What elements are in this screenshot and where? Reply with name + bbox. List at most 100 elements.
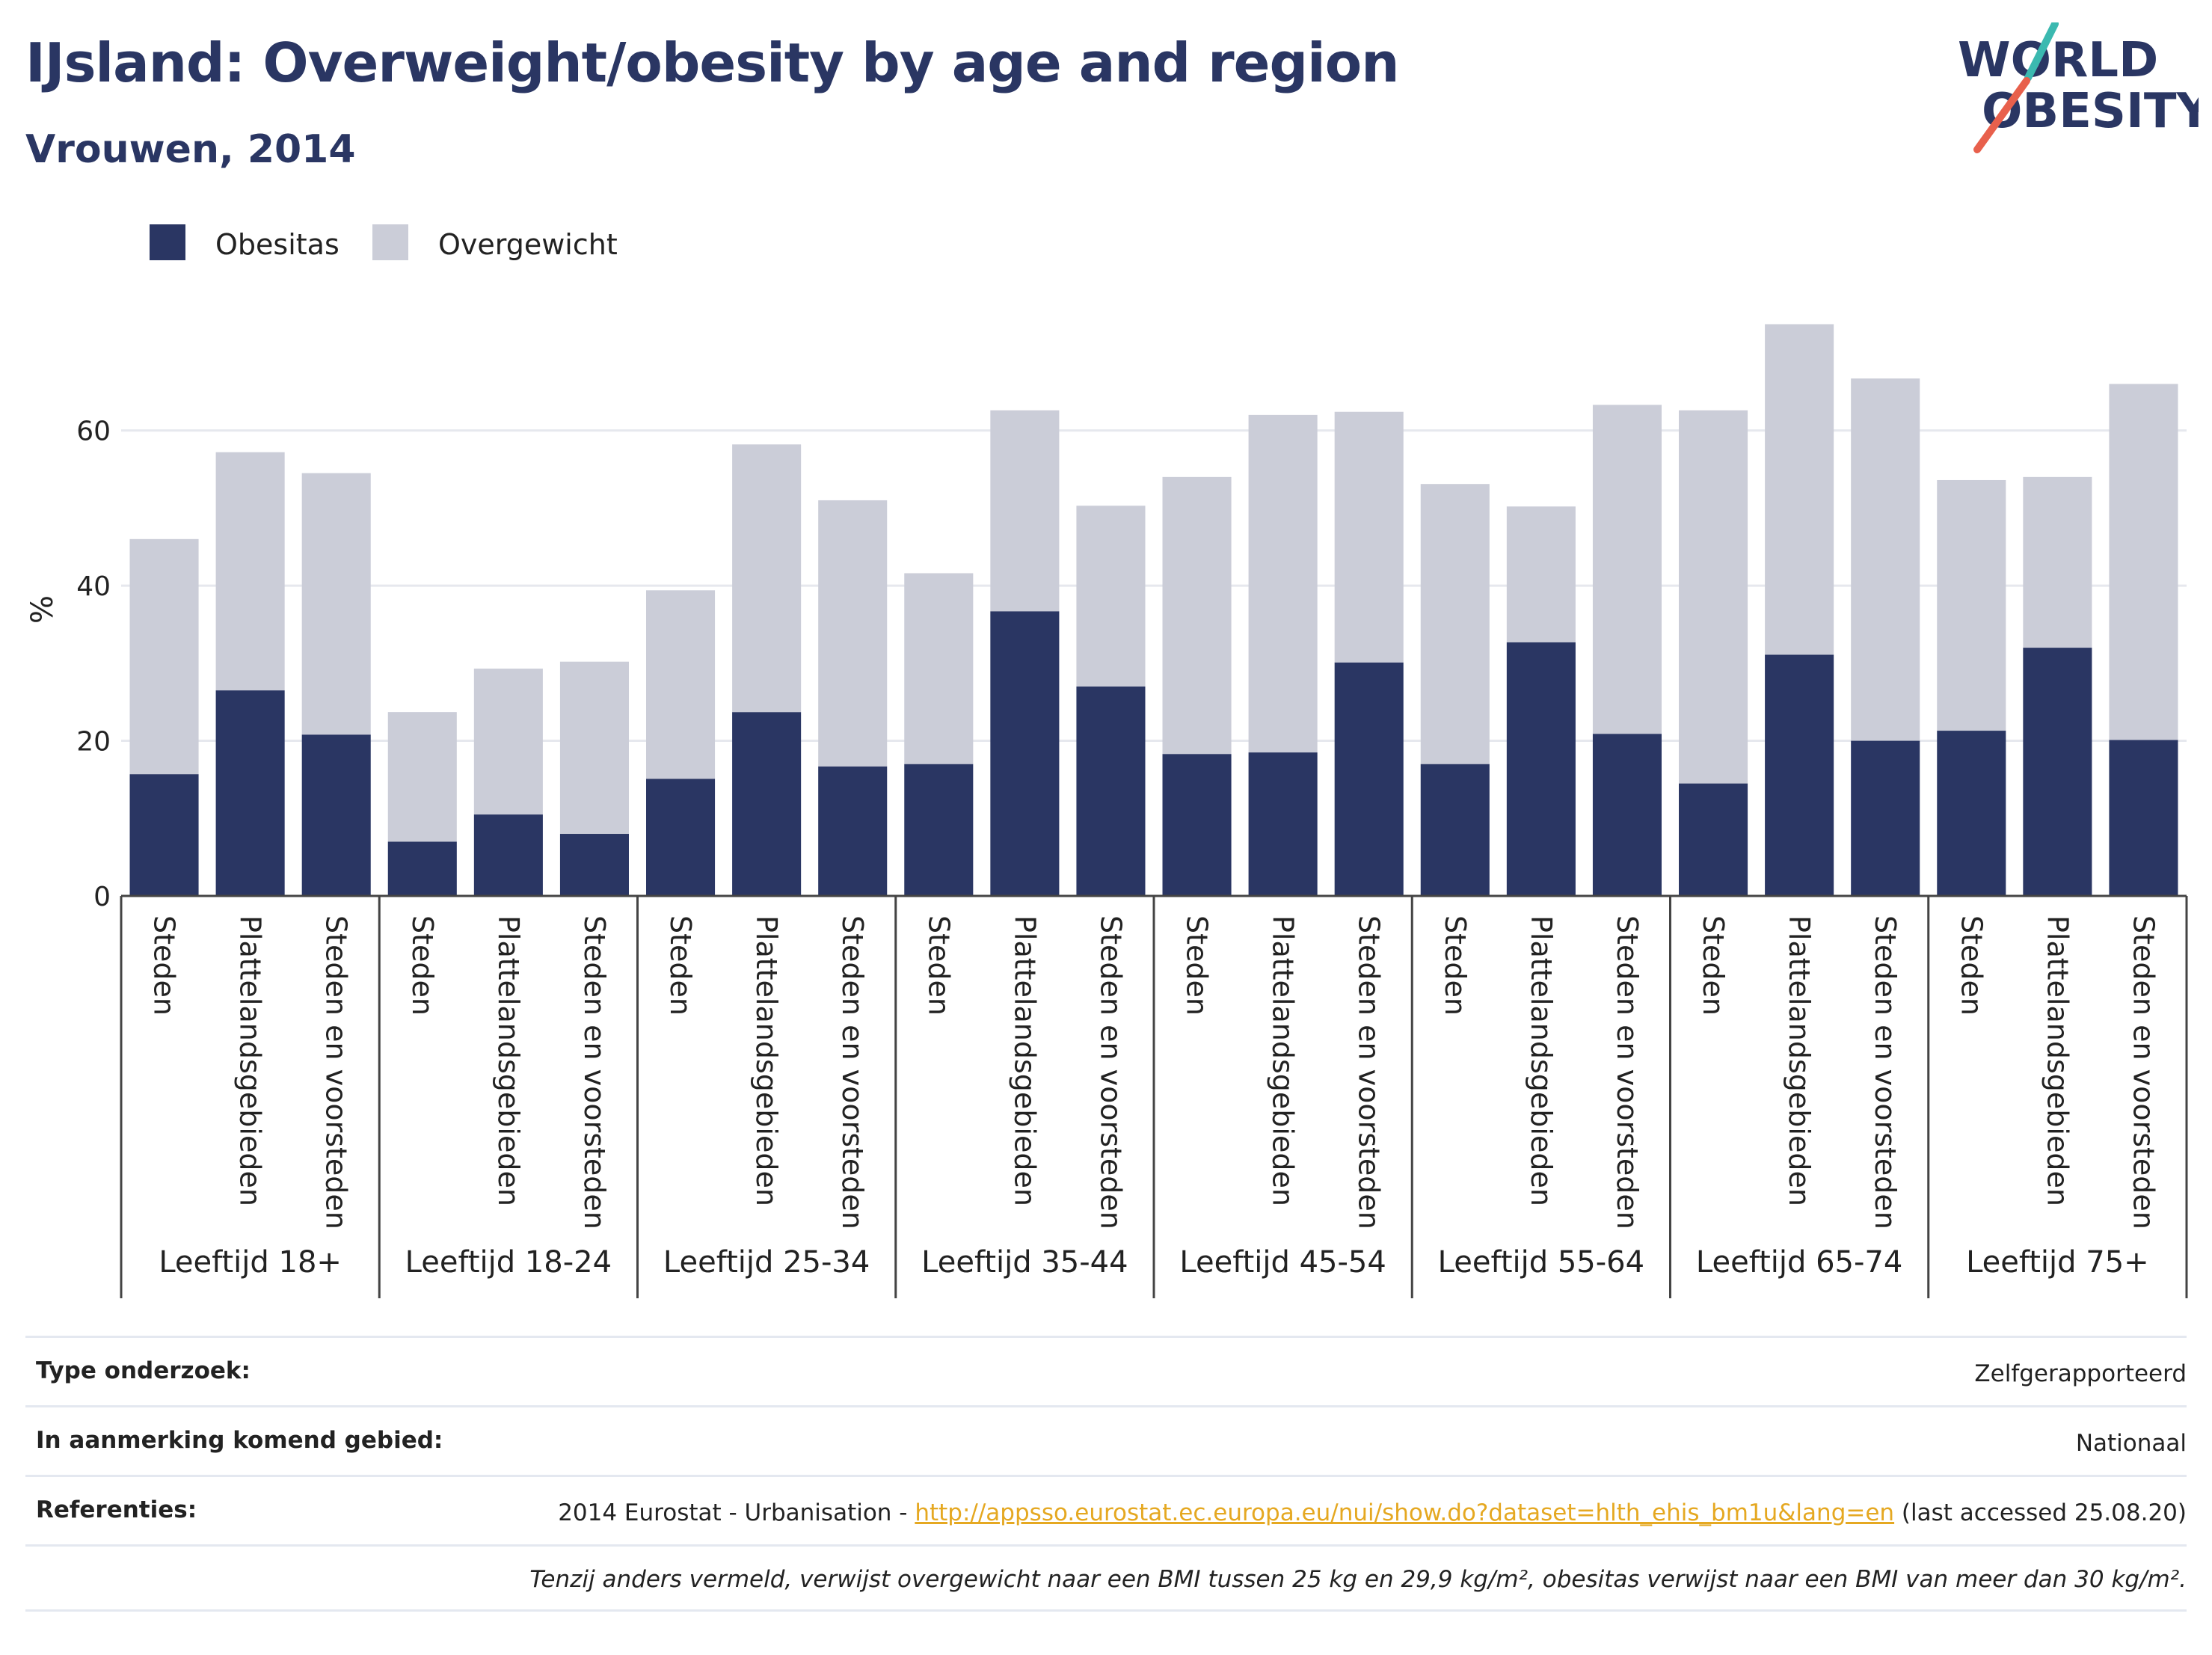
group-label: Leeftijd 65-74 xyxy=(1696,1245,1902,1280)
bar-obesitas xyxy=(301,734,371,896)
bar-obesitas xyxy=(732,712,802,896)
references-link[interactable]: http://appsso.eurostat.ec.europa.eu/nui/… xyxy=(915,1499,1895,1526)
group-label: Leeftijd 35-44 xyxy=(921,1245,1128,1280)
group-label: Leeftijd 75+ xyxy=(1966,1245,2149,1280)
group-label: Leeftijd 25-34 xyxy=(663,1245,870,1280)
references-prefix: 2014 Eurostat - Urbanisation - xyxy=(558,1499,915,1526)
bar-overgewicht xyxy=(2023,476,2092,648)
bar-obesitas xyxy=(1937,731,2006,896)
group-label: Leeftijd 45-54 xyxy=(1179,1245,1386,1280)
x-tick-label: Steden en voorsteden xyxy=(2127,915,2160,1229)
logo-text-world: WORLD xyxy=(1958,33,2158,88)
legend-label-obesitas: Obesitas xyxy=(215,228,340,261)
x-tick-label: Steden en voorsteden xyxy=(836,915,869,1229)
bar-overgewicht xyxy=(1076,506,1146,687)
chart-title: IJsland: Overweight/obesity by age and r… xyxy=(25,31,1399,94)
bar-obesitas xyxy=(1592,734,1662,896)
references-label: Referenties: xyxy=(36,1496,197,1523)
bar-overgewicht xyxy=(559,661,629,835)
x-tick-label: Steden xyxy=(1955,915,1988,1016)
bar-overgewicht xyxy=(904,573,974,764)
x-tick-label: Plattelandsgebieden xyxy=(1008,915,1041,1206)
x-tick-label: Steden en voorsteden xyxy=(320,915,353,1229)
chart-legend: Obesitas Overgewicht xyxy=(150,224,618,261)
stacked-bar-chart: Obesitas Overgewicht % 0 20 40 60 Steden Plat… xyxy=(25,224,2188,1298)
bar-overgewicht xyxy=(732,444,802,713)
y-tick-label: 20 xyxy=(76,727,111,758)
bar-overgewicht xyxy=(1334,411,1404,663)
info-row-area: In aanmerking komend gebied: Nationaal xyxy=(25,1405,2187,1475)
y-tick-label: 40 xyxy=(76,571,111,602)
x-tick-label: Plattelandsgebieden xyxy=(1267,915,1300,1206)
bar-overgewicht xyxy=(1765,324,1834,655)
bar-overgewicht xyxy=(2109,384,2178,740)
bar-obesitas xyxy=(2023,648,2092,896)
bar-obesitas xyxy=(1851,740,1920,896)
x-tick-label: Plattelandsgebieden xyxy=(1783,915,1816,1206)
logo-slash-teal xyxy=(2024,22,2059,82)
bar-overgewicht xyxy=(215,452,285,691)
bar-obesitas xyxy=(1162,754,1232,896)
bar-overgewicht xyxy=(1248,414,1318,753)
bar-overgewicht xyxy=(473,669,543,815)
x-tick-label: Steden xyxy=(406,915,439,1016)
x-tick-label: Steden en voorsteden xyxy=(1353,915,1386,1229)
logo-slash-red xyxy=(1973,77,2030,153)
world-obesity-logo: WORLD OBESITY xyxy=(1958,22,2199,153)
survey-type-value: Zelfgerapporteerd xyxy=(1974,1360,2187,1387)
x-tick-label: Steden en voorsteden xyxy=(1094,915,1127,1229)
x-tick-label: Steden xyxy=(664,915,697,1016)
x-tick-label: Steden xyxy=(148,915,181,1016)
x-tick-label: Plattelandsgebieden xyxy=(234,915,267,1206)
bar-obesitas xyxy=(129,774,199,896)
bar-obesitas xyxy=(2109,740,2178,896)
bar-overgewicht xyxy=(129,538,199,775)
bar-overgewicht xyxy=(1420,484,1490,764)
bar-overgewicht xyxy=(646,590,716,779)
bars xyxy=(129,324,2178,896)
x-tick-label: Steden xyxy=(922,915,955,1016)
bar-overgewicht xyxy=(387,712,457,842)
bar-overgewicht xyxy=(1679,410,1748,784)
references-suffix: (last accessed 25.08.20) xyxy=(1894,1499,2187,1526)
x-tick-label: Steden en voorsteden xyxy=(578,915,611,1229)
bar-obesitas xyxy=(1765,654,1834,896)
bar-obesitas xyxy=(559,834,629,896)
bar-overgewicht xyxy=(1506,506,1576,642)
x-tick-label: Steden en voorsteden xyxy=(1611,915,1644,1229)
bar-overgewicht xyxy=(1851,378,1920,741)
x-tick-label: Plattelandsgebieden xyxy=(1525,915,1558,1206)
info-row-references: Referenties: 2014 Eurostat - Urbanisatio… xyxy=(25,1475,2187,1544)
bar-obesitas xyxy=(1506,642,1576,896)
chart-subtitle: Vrouwen, 2014 xyxy=(25,127,356,172)
bar-obesitas xyxy=(1679,783,1748,896)
bar-obesitas xyxy=(904,764,974,896)
bar-obesitas xyxy=(1076,686,1146,896)
bar-overgewicht xyxy=(990,410,1060,612)
x-tick-label: Steden xyxy=(1439,915,1472,1016)
survey-type-label: Type onderzoek: xyxy=(36,1357,251,1384)
bar-overgewicht xyxy=(1162,476,1232,755)
x-tick-label: Plattelandsgebieden xyxy=(750,915,783,1206)
group-label: Leeftijd 18-24 xyxy=(405,1245,612,1280)
bar-obesitas xyxy=(990,611,1060,896)
bar-obesitas xyxy=(215,690,285,896)
legend-swatch-overgewicht xyxy=(372,224,408,260)
y-axis-label: % xyxy=(25,595,60,624)
bar-obesitas xyxy=(1334,662,1404,896)
legend-label-overgewicht: Overgewicht xyxy=(438,228,618,261)
gridlines xyxy=(121,429,2187,743)
bar-obesitas xyxy=(473,814,543,896)
x-tick-label: Steden xyxy=(1697,915,1730,1016)
info-row-survey-type: Type onderzoek: Zelfgerapporteerd xyxy=(25,1336,2187,1405)
group-label: Leeftijd 55-64 xyxy=(1438,1245,1644,1280)
x-tick-label: Plattelandsgebieden xyxy=(2041,915,2074,1206)
bar-overgewicht xyxy=(1592,405,1662,734)
group-label: Leeftijd 18+ xyxy=(159,1245,342,1280)
bar-obesitas xyxy=(646,779,716,896)
y-tick-label: 0 xyxy=(93,882,111,912)
legend-swatch-obesitas xyxy=(150,224,185,260)
info-table: Type onderzoek: Zelfgerapporteerd In aan… xyxy=(25,1336,2187,1612)
bmi-note: Tenzij anders vermeld, verwijst overgewi… xyxy=(25,1544,2187,1612)
x-tick-label: Plattelandsgebieden xyxy=(492,915,525,1206)
